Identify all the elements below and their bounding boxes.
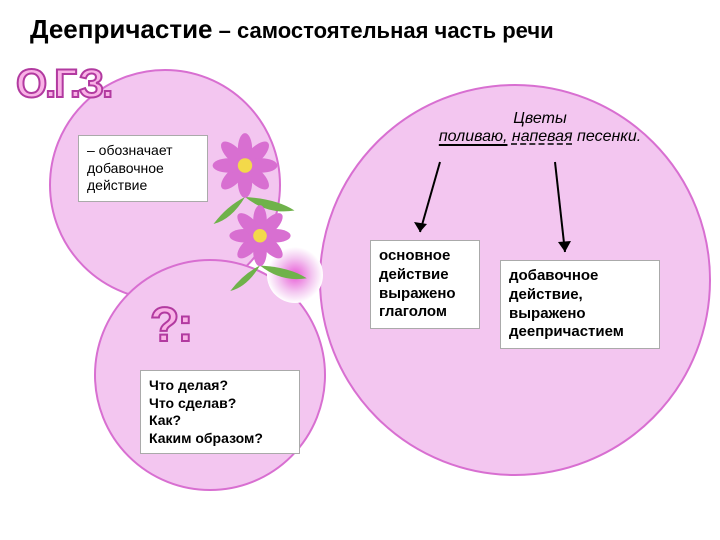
example-verb: поливаю, <box>439 128 508 145</box>
main-action-box: основное действие выражено глаголом <box>370 240 480 329</box>
example-tail: песенки. <box>577 128 641 145</box>
ogz-label: О.Г.З. <box>16 62 111 107</box>
meaning-box: – обозначает добавочное действие <box>78 135 208 202</box>
example-top: Цветы <box>513 110 566 127</box>
question-label: ?: <box>150 298 191 353</box>
questions-box: Что делая? Что сделав? Как? Каким образо… <box>140 370 300 454</box>
additional-action-box: добавочное действие, выражено деепричаст… <box>500 260 660 349</box>
example-sentence: Цветы поливаю, напевая песенки. <box>400 110 680 146</box>
example-gerund: напевая <box>512 128 573 145</box>
